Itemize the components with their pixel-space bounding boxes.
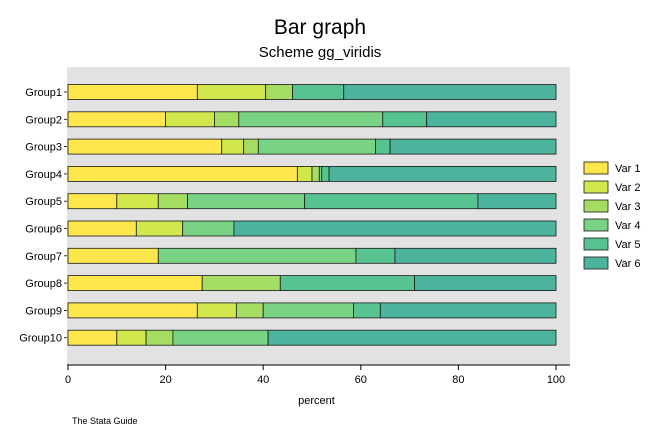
bar-segment-group1-var-6 [343, 84, 557, 100]
legend-label-var-6: Var 6 [615, 258, 640, 270]
bar-segment-group9-var-6 [379, 302, 557, 319]
bar-segment-group5-var-2 [116, 193, 159, 210]
legend-swatch-var-4 [583, 218, 609, 232]
category-label: Group3 [25, 142, 62, 154]
bar-segment-group4-var-3 [311, 165, 320, 182]
bar-segment-group4-var-5 [321, 165, 330, 182]
bar-segment-group6-var-6 [233, 220, 557, 237]
bar-segment-group4-var-6 [328, 165, 557, 182]
bar-segment-group5-var-5 [304, 193, 479, 210]
category-label: Group4 [25, 169, 62, 181]
category-label: Group9 [25, 305, 62, 317]
bar-segment-group9-var-5 [353, 302, 381, 319]
x-tick-label: 40 [257, 374, 269, 386]
bar-segment-group7-var-5 [355, 247, 396, 264]
x-tick-label: 100 [547, 374, 565, 386]
bar-segment-group3-var-1 [67, 138, 223, 155]
bar-segment-group10-var-6 [267, 329, 557, 346]
legend-label-var-2: Var 2 [615, 182, 640, 194]
bar-segment-group5-var-6 [477, 193, 557, 210]
bar-segment-group5-var-3 [157, 193, 188, 210]
bar-segment-group3-var-3 [243, 138, 259, 155]
bar-segment-group7-var-6 [394, 247, 557, 264]
chart-note: The Stata Guide [72, 416, 138, 426]
legend-swatch-var-1 [583, 161, 609, 175]
bar-segment-group1-var-1 [67, 84, 198, 100]
x-axis-label: percent [298, 395, 335, 407]
category-label: Group7 [25, 251, 62, 263]
bar-segment-group5-var-4 [187, 193, 306, 210]
bar-segment-group6-var-2 [135, 220, 184, 237]
bar-segment-group1-var-3 [265, 84, 293, 100]
bar-segment-group3-var-4 [257, 138, 376, 155]
x-tick-label: 80 [452, 374, 464, 386]
bar-segment-group3-var-2 [221, 138, 245, 155]
legend-label-var-5: Var 5 [615, 239, 640, 251]
x-tick-label: 0 [65, 374, 71, 386]
bar-segment-group10-var-3 [145, 329, 174, 346]
x-tick-label: 60 [355, 374, 367, 386]
category-label: Group8 [25, 278, 62, 290]
bar-segment-group8-var-5 [279, 275, 415, 292]
bar-segment-group2-var-1 [67, 111, 166, 128]
legend-swatch-var-3 [583, 199, 609, 213]
bar-segment-group7-var-4 [157, 247, 357, 264]
legend-swatch-var-5 [583, 237, 609, 251]
category-label: Group10 [19, 333, 62, 345]
legend-label-var-4: Var 4 [615, 220, 640, 232]
bar-segment-group3-var-5 [375, 138, 391, 155]
bar-segment-group10-var-2 [116, 329, 147, 346]
category-label: Group6 [25, 224, 62, 236]
legend-swatch-var-2 [583, 180, 609, 194]
bar-segment-group9-var-3 [235, 302, 264, 319]
bar-segment-group6-var-1 [67, 220, 137, 237]
bar-segment-group1-var-5 [292, 84, 345, 100]
bar-segment-group6-var-4 [182, 220, 235, 237]
bar-segment-group3-var-6 [389, 138, 557, 155]
bar-segment-group2-var-6 [426, 111, 557, 128]
bar-segment-group2-var-2 [165, 111, 215, 128]
bar-segment-group10-var-1 [67, 329, 118, 346]
bar-segment-group7-var-1 [67, 247, 159, 264]
legend-swatch-var-6 [583, 256, 609, 270]
bar-segment-group2-var-5 [382, 111, 428, 128]
bar-segment-group2-var-3 [213, 111, 240, 128]
bar-segment-group9-var-1 [67, 302, 198, 319]
category-label: Group2 [25, 114, 62, 126]
category-label: Group1 [25, 87, 62, 99]
bar-segment-group5-var-1 [67, 193, 118, 210]
chart-title: Bar graph [273, 16, 367, 39]
bar-segment-group10-var-4 [172, 329, 269, 346]
bar-segment-group1-var-2 [196, 84, 267, 100]
bar-segment-group9-var-2 [196, 302, 237, 319]
chart-subtitle: Scheme gg_viridis [258, 44, 382, 61]
bar-segment-group2-var-4 [238, 111, 384, 128]
bar-segment-group9-var-4 [262, 302, 354, 319]
x-tick-label: 20 [159, 374, 171, 386]
legend-label-var-3: Var 3 [615, 201, 640, 213]
bar-segment-group4-var-1 [67, 165, 298, 182]
category-label: Group5 [25, 196, 62, 208]
legend-label-var-1: Var 1 [615, 163, 640, 175]
bar-segment-group8-var-1 [67, 275, 203, 292]
bar-segment-group4-var-2 [296, 165, 313, 182]
bar-segment-group8-var-6 [414, 275, 557, 292]
bar-segment-group8-var-3 [201, 275, 281, 292]
